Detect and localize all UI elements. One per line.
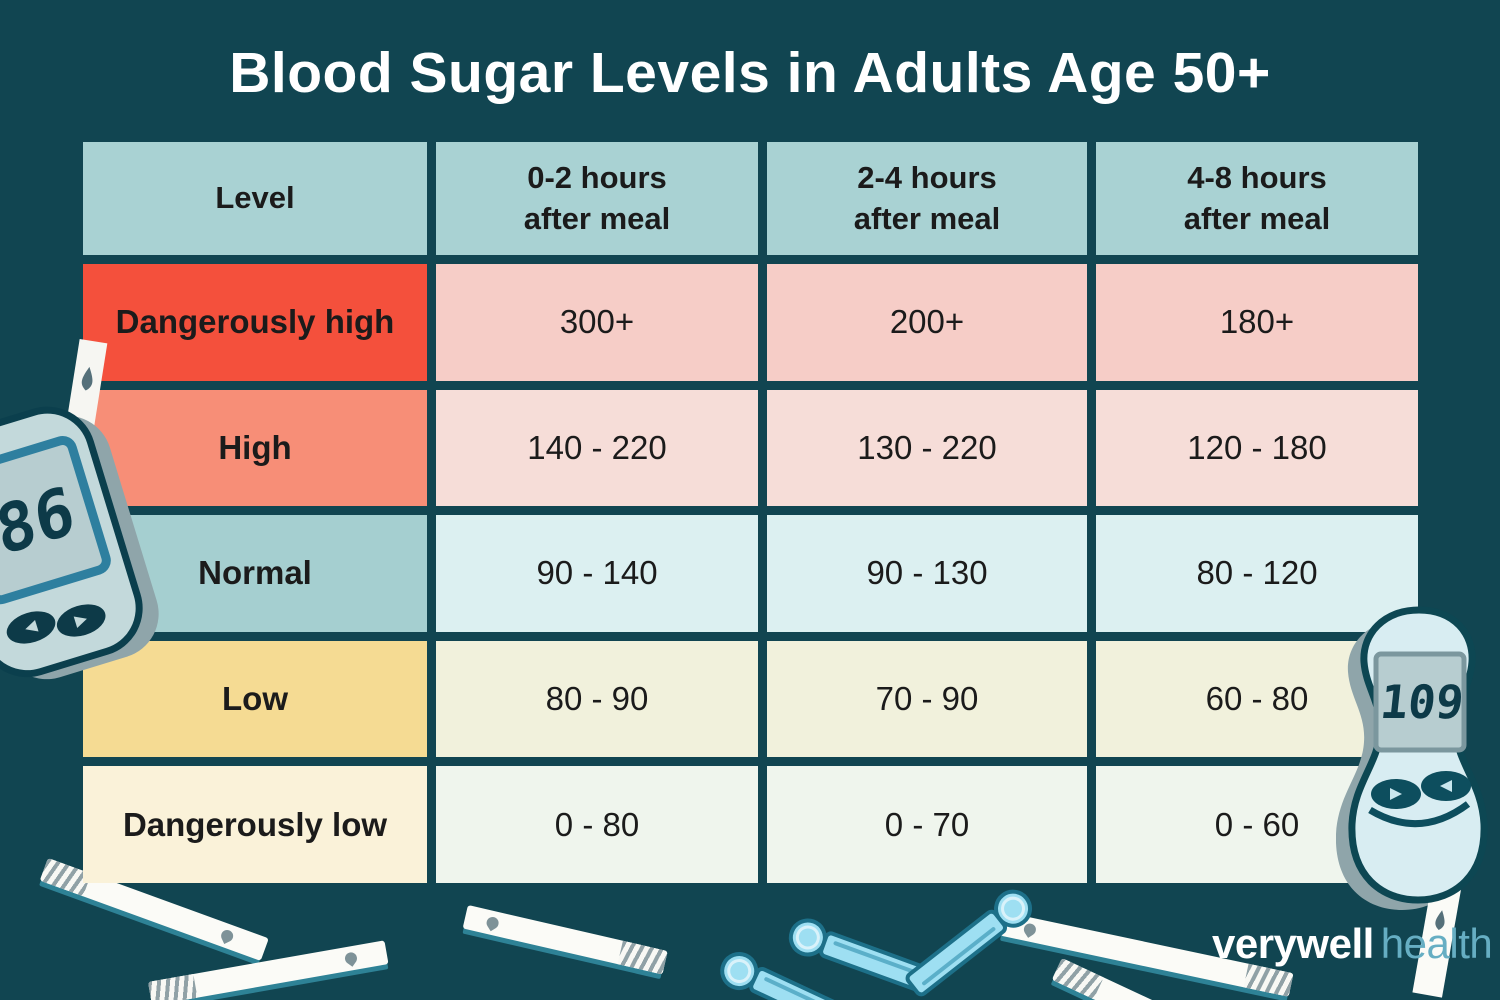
value-cell: 0 - 70 bbox=[767, 766, 1087, 883]
value-cell: 80 - 120 bbox=[1096, 515, 1418, 632]
blood-sugar-table: Level 0-2 hours after meal 2-4 hours after… bbox=[83, 142, 1418, 883]
logo-suffix: health bbox=[1380, 920, 1493, 967]
value-cell: 200+ bbox=[767, 264, 1087, 381]
value-cell: 80 - 90 bbox=[436, 640, 758, 758]
column-header: 4-8 hours after meal bbox=[1096, 142, 1418, 255]
row-label: High bbox=[83, 389, 427, 507]
lancet-body bbox=[902, 906, 1010, 1000]
column-header: Level bbox=[83, 142, 427, 255]
value-cell: 300+ bbox=[436, 264, 758, 381]
blood-drop-icon bbox=[484, 914, 501, 932]
value-cell: 90 - 130 bbox=[767, 515, 1087, 632]
value-cell: 0 - 80 bbox=[436, 766, 758, 883]
test-strip bbox=[462, 905, 668, 975]
logo-brand: verywell bbox=[1212, 920, 1374, 967]
blood-drop-icon bbox=[219, 927, 236, 944]
lancet bbox=[897, 882, 1040, 1000]
row-label: Dangerously high bbox=[83, 264, 427, 381]
value-cell: 140 - 220 bbox=[436, 389, 758, 507]
column-header: 0-2 hours after meal bbox=[436, 142, 758, 255]
test-strip bbox=[148, 940, 389, 1000]
value-cell: 180+ bbox=[1096, 264, 1418, 381]
strip-contact-hatch bbox=[617, 940, 668, 975]
strip-contact-hatch bbox=[1051, 958, 1104, 1000]
value-cell: 130 - 220 bbox=[767, 389, 1087, 507]
strip-contact-hatch bbox=[1243, 963, 1294, 997]
blood-drop-icon bbox=[81, 366, 93, 391]
glucose-meter-right-illustration: 109 bbox=[1336, 606, 1488, 998]
page-title: Blood Sugar Levels in Adults Age 50+ bbox=[229, 41, 1271, 105]
blood-drop-icon bbox=[1435, 910, 1445, 930]
value-cell: 70 - 90 bbox=[767, 640, 1087, 758]
strip-contact-hatch bbox=[148, 974, 198, 1000]
column-header: 2-4 hours after meal bbox=[767, 142, 1087, 255]
verywell-health-logo: verywell health bbox=[1212, 920, 1493, 968]
meter-right-reading: 109 bbox=[1378, 675, 1467, 729]
row-label: Dangerously low bbox=[83, 766, 427, 883]
meter-right-strip bbox=[1412, 864, 1465, 998]
glucose-meter-left-illustration: 86 bbox=[0, 338, 159, 680]
blood-drop-icon bbox=[342, 950, 360, 967]
value-cell: 120 - 180 bbox=[1096, 389, 1418, 507]
row-label: Low bbox=[83, 640, 427, 758]
value-cell: 90 - 140 bbox=[436, 515, 758, 632]
